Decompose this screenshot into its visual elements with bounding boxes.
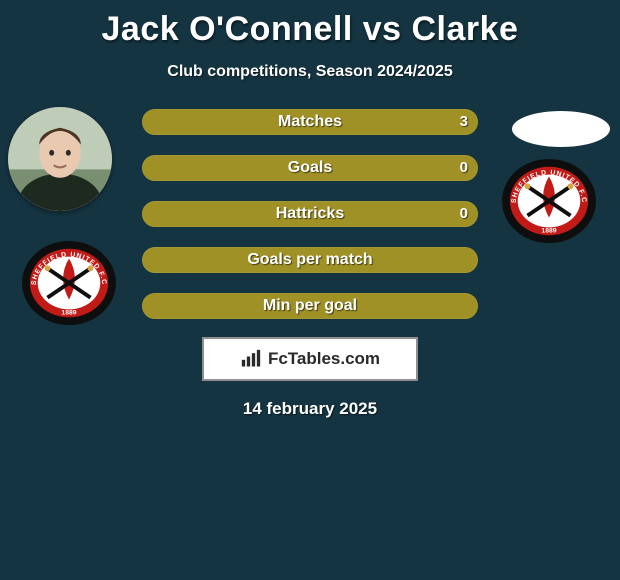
stat-label: Goals per match	[142, 247, 478, 273]
stat-bar: Hattricks0	[140, 199, 480, 229]
stat-bar: Goals0	[140, 153, 480, 183]
bar-chart-icon	[240, 349, 262, 369]
brand-box: FcTables.com	[202, 337, 418, 381]
stat-label: Matches	[142, 109, 478, 135]
stat-value-right: 0	[460, 155, 468, 181]
club-crest-right: SHEFFIELD UNITED F.C 1889	[500, 157, 598, 245]
page-subtitle: Club competitions, Season 2024/2025	[0, 63, 620, 81]
date-text: 14 february 2025	[0, 399, 620, 419]
avatar-illustration	[8, 107, 112, 211]
stat-bar: Matches3	[140, 107, 480, 137]
stat-bar: Min per goal	[140, 291, 480, 321]
sheffield-united-crest-icon: SHEFFIELD UNITED F.C 1889	[20, 239, 118, 327]
page-title: Jack O'Connell vs Clarke	[0, 0, 620, 49]
player-left-avatar	[8, 107, 112, 211]
stat-label: Hattricks	[142, 201, 478, 227]
stat-value-right: 0	[460, 201, 468, 227]
stat-label: Goals	[142, 155, 478, 181]
stat-value-right: 3	[460, 109, 468, 135]
sheffield-united-crest-icon: SHEFFIELD UNITED F.C 1889	[500, 157, 598, 245]
svg-text:1889: 1889	[61, 309, 76, 316]
player-right-avatar-placeholder	[512, 111, 610, 147]
club-crest-left: SHEFFIELD UNITED F.C 1889	[20, 239, 118, 327]
comparison-stage: SHEFFIELD UNITED F.C 1889 SHEFFIELD UNIT…	[0, 107, 620, 419]
stat-bar: Goals per match	[140, 245, 480, 275]
svg-text:1889: 1889	[541, 227, 556, 234]
stat-bars: Matches3Goals0Hattricks0Goals per matchM…	[140, 107, 480, 321]
brand-text: FcTables.com	[268, 349, 380, 369]
stat-label: Min per goal	[142, 293, 478, 319]
